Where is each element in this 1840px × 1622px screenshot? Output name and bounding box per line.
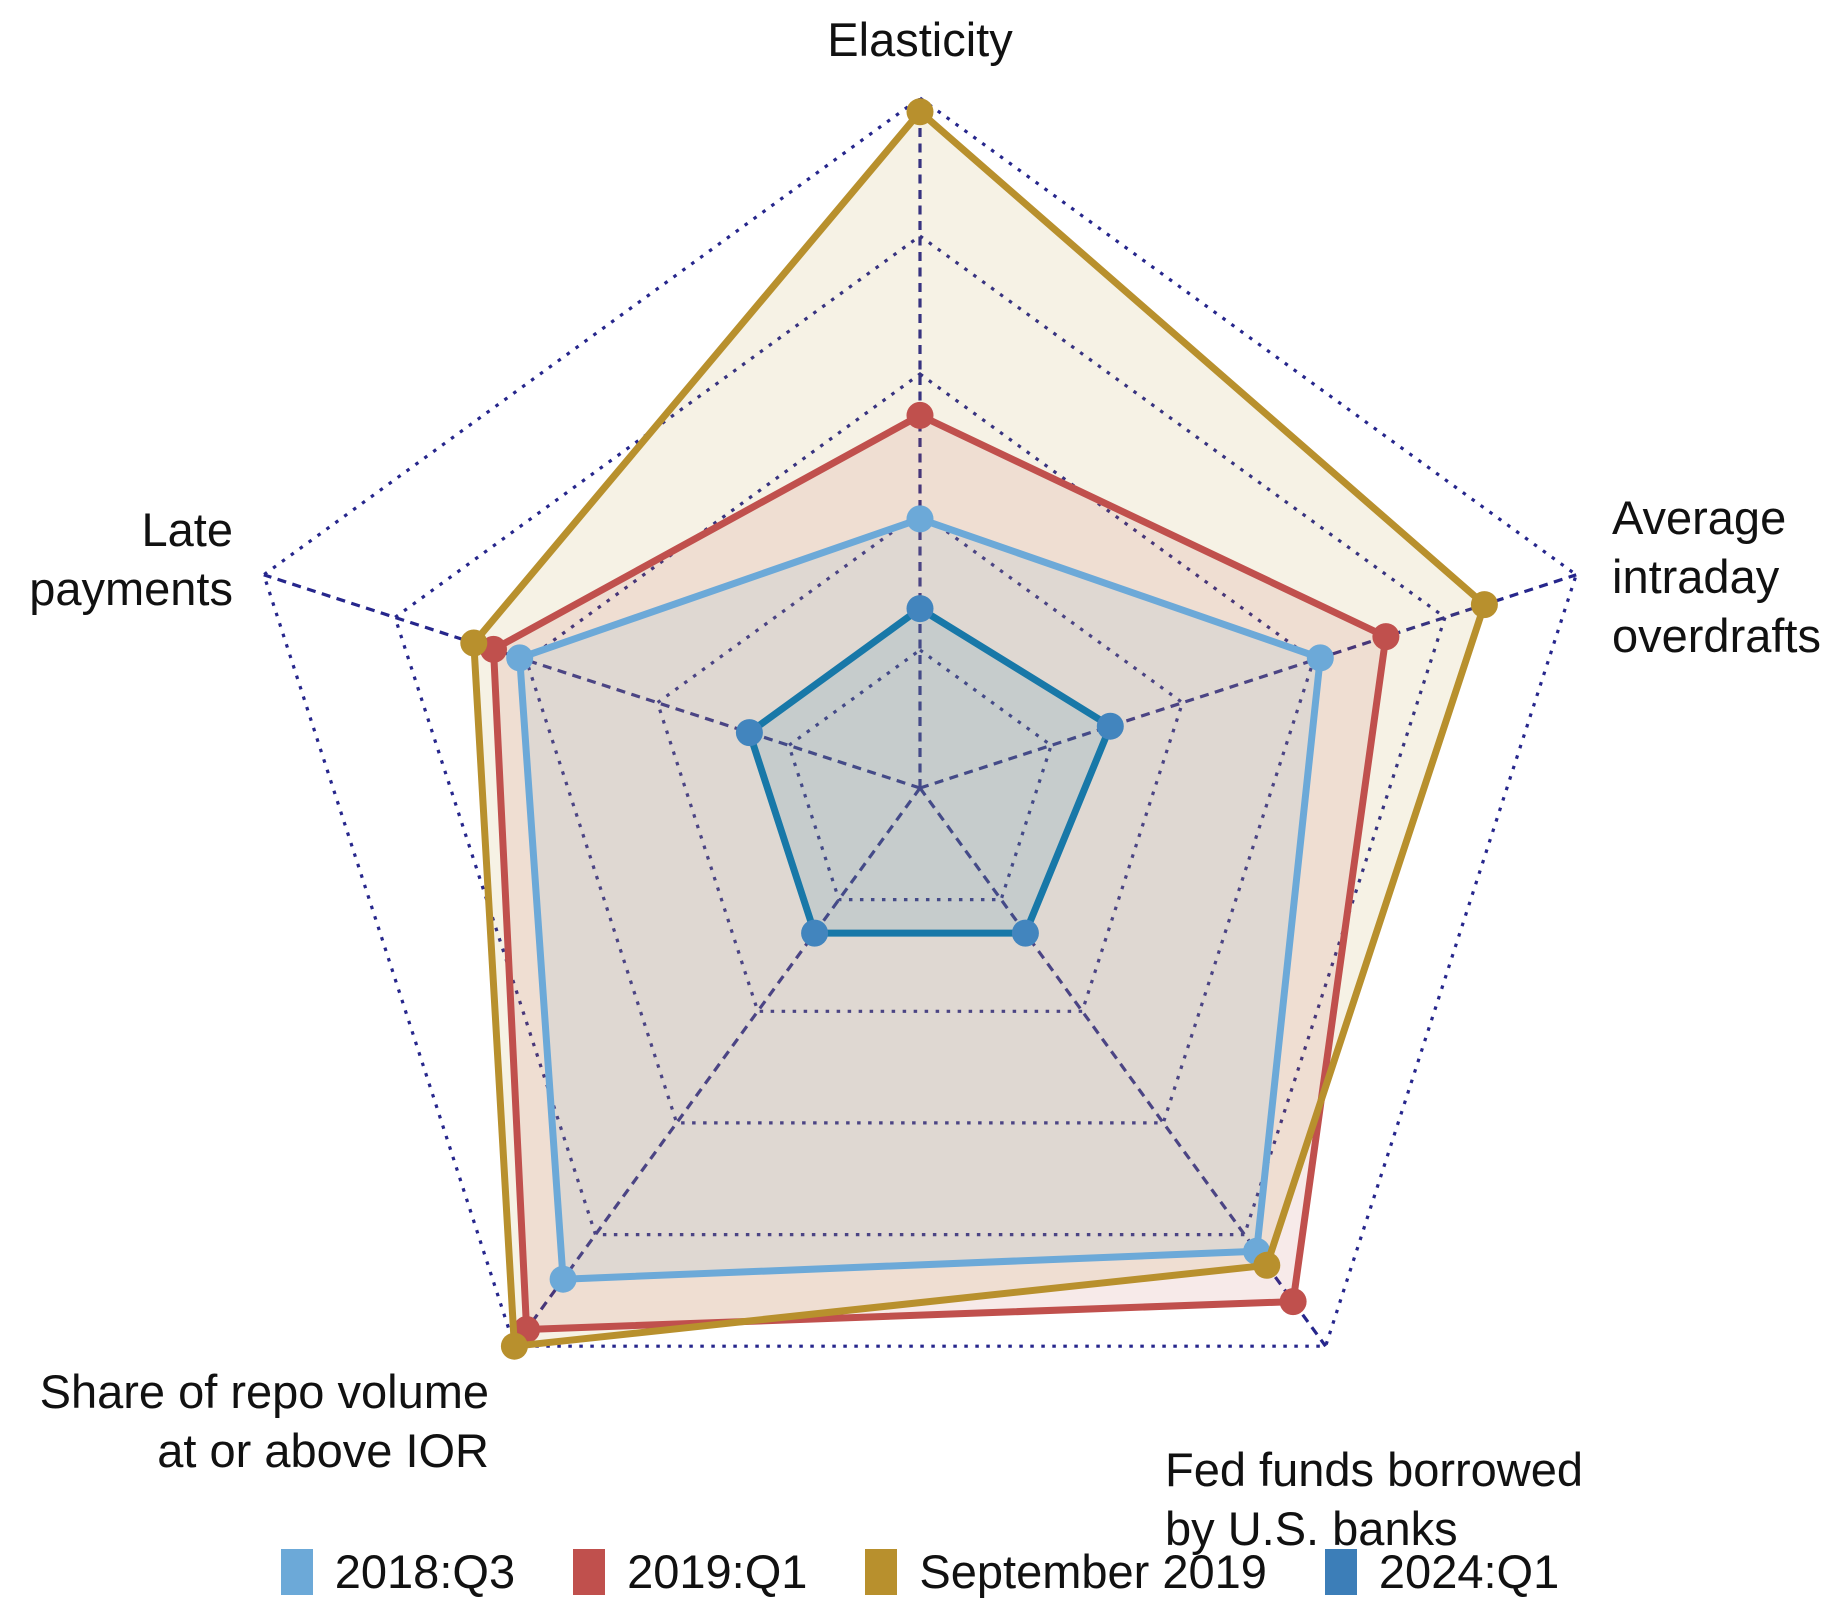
data-point-2019-q1-average-intraday-overdrafts	[1372, 623, 1400, 651]
axis-label-elasticity: Elasticity	[827, 13, 1013, 66]
data-point-2018-q3-share-of-repo-volume-at-or-above-ior	[549, 1265, 577, 1293]
series-2024-q1	[735, 595, 1124, 947]
data-point-september-2019-share-of-repo-volume-at-or-above-ior	[500, 1332, 528, 1360]
series-fill-2018-q3	[519, 518, 1321, 1280]
legend: 2018:Q3 2019:Q1 September 2019 2024:Q1	[0, 1548, 1840, 1595]
data-point-september-2019-average-intraday-overdrafts	[1470, 591, 1498, 619]
data-point-2018-q3-late-payments	[506, 644, 534, 672]
legend-label-september-2019: September 2019	[919, 1545, 1267, 1598]
data-point-september-2019-late-payments	[460, 629, 488, 657]
data-point-2018-q3-average-intraday-overdrafts	[1306, 644, 1334, 672]
axis-label-share-of-repo-volume: Share of repo volume at or above IOR	[39, 1365, 489, 1477]
series-2018-q3	[506, 505, 1334, 1293]
series-outline-2019-q1	[490, 411, 1390, 1333]
series-fill-2019-q1	[493, 415, 1386, 1330]
data-point-2019-q1-fed-funds-borrowed-by-u-s-banks	[1279, 1288, 1307, 1316]
legend-swatch-2018-q3	[280, 1548, 313, 1595]
series-fill-september-2019	[473, 111, 1485, 1347]
series-outline-2018-q3	[516, 515, 1324, 1283]
legend-item-2018-q3: 2018:Q3	[280, 1545, 516, 1598]
grid-spoke-4	[263, 573, 921, 790]
grid-spoke-3	[513, 787, 922, 1348]
data-point-2024-q1-fed-funds-borrowed-by-u-s-banks	[1011, 919, 1039, 947]
legend-swatch-september-2019	[865, 1548, 898, 1595]
grid-ring-1	[261, 96, 1579, 1348]
grid-ring-0.8	[393, 234, 1447, 1237]
legend-label-2019-q1: 2019:Q1	[627, 1545, 808, 1598]
series-fills	[473, 111, 1485, 1347]
legend-swatch-2019-q1	[573, 1548, 606, 1595]
axis-label-average-intraday-overdrafts: Average intraday overdrafts	[1612, 491, 1821, 662]
series-fill-2024-q1	[749, 608, 1111, 934]
grid-spoke-1	[919, 573, 1577, 790]
data-point-2019-q1-elasticity	[906, 401, 934, 429]
legend-item-september-2019: September 2019	[865, 1548, 1267, 1595]
legend-label-2018-q3: 2018:Q3	[334, 1545, 516, 1598]
data-point-2024-q1-late-payments	[735, 719, 763, 747]
series-outline-september-2019	[470, 108, 1488, 1350]
legend-label-2024-q1: 2024:Q1	[1378, 1545, 1560, 1598]
data-point-september-2019-fed-funds-borrowed-by-u-s-banks	[1253, 1251, 1281, 1279]
data-point-2024-q1-elasticity	[906, 595, 934, 623]
data-point-2024-q1-share-of-repo-volume-at-or-above-ior	[801, 919, 829, 947]
axis-label-late-payments: Late payments	[29, 503, 233, 615]
axis-label-fed-funds-borrowed: Fed funds borrowed by U.S. banks	[1165, 1443, 1584, 1555]
grid-ring-0.2	[786, 648, 1054, 902]
data-point-2024-q1-average-intraday-overdrafts	[1096, 712, 1124, 740]
legend-item-2024-q1: 2024:Q1	[1324, 1545, 1560, 1598]
series-september-2019	[460, 98, 1498, 1360]
data-point-2018-q3-elasticity	[906, 505, 934, 533]
legend-item-2019-q1: 2019:Q1	[573, 1548, 807, 1595]
legend-swatch-2024-q1	[1324, 1548, 1357, 1595]
grid	[261, 96, 1579, 1348]
data-point-september-2019-elasticity	[906, 98, 934, 126]
series-outline-2024-q1	[745, 605, 1114, 937]
